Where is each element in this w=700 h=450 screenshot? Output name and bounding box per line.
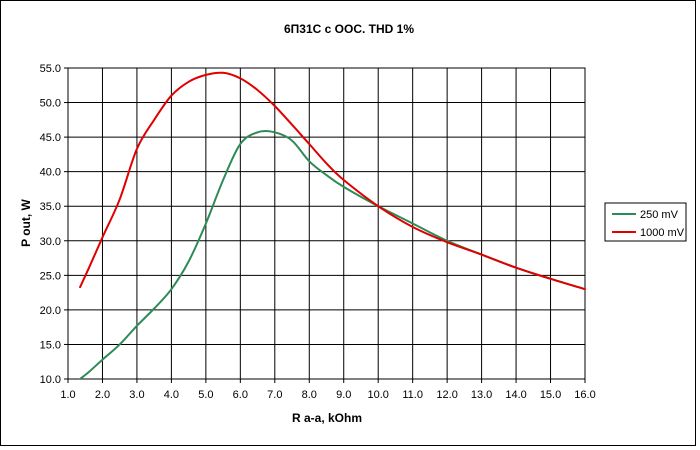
legend-box [604, 202, 687, 242]
x-tick-label: 6.0 [233, 389, 248, 401]
x-tick-label: 2.0 [95, 389, 110, 401]
x-tick-label: 12.0 [436, 389, 457, 401]
y-tick-label: 55.0 [40, 63, 61, 75]
series-line-1000-mv [79, 71, 586, 291]
x-tick-label: 9.0 [336, 389, 351, 401]
x-tick-label: 14.0 [505, 389, 526, 401]
y-tick-label: 10.0 [40, 374, 61, 386]
y-axis-title: P out, W [19, 198, 33, 246]
x-axis-title: R a-a, kOhm [292, 411, 362, 425]
y-tick-label: 20.0 [40, 305, 61, 317]
x-tick-label: 10.0 [367, 389, 388, 401]
x-tick-label: 3.0 [129, 389, 144, 401]
x-tick-label: 13.0 [471, 389, 492, 401]
x-tick-label: 16.0 [574, 389, 595, 401]
x-tick-label: 4.0 [164, 389, 179, 401]
plot-background [67, 67, 586, 380]
y-tick-label: 50.0 [40, 98, 61, 110]
series-line-250-mv [79, 130, 586, 380]
x-tick-label: 5.0 [198, 389, 213, 401]
y-tick-label: 45.0 [40, 132, 61, 144]
y-tick-label: 25.0 [40, 270, 61, 282]
series-lines [79, 71, 586, 380]
y-tick-label: 35.0 [40, 201, 61, 213]
y-tick-label: 15.0 [40, 339, 61, 351]
x-tick-label: 7.0 [267, 389, 282, 401]
chart-title: 6П31С с ООС. THD 1% [284, 22, 414, 36]
legend-label-1000-mv: 1000 mV [640, 227, 685, 239]
x-tick-label: 8.0 [302, 389, 317, 401]
legend-label-250-mv: 250 mV [640, 209, 679, 221]
y-tick-label: 30.0 [40, 236, 61, 248]
x-tick-label: 11.0 [402, 389, 423, 401]
tick-labels: 1.0 2.0 3.0 4.0 5.0 6.0 7.0 8.0 9.0 10.0 11.0 12.0 1… [40, 63, 596, 401]
legend: 250 mV 1000 mV [604, 202, 687, 242]
x-tick-label: 1.0 [60, 389, 75, 401]
y-tick-label: 40.0 [40, 167, 61, 179]
plot-area [67, 67, 586, 380]
x-tick-label: 15.0 [540, 389, 561, 401]
